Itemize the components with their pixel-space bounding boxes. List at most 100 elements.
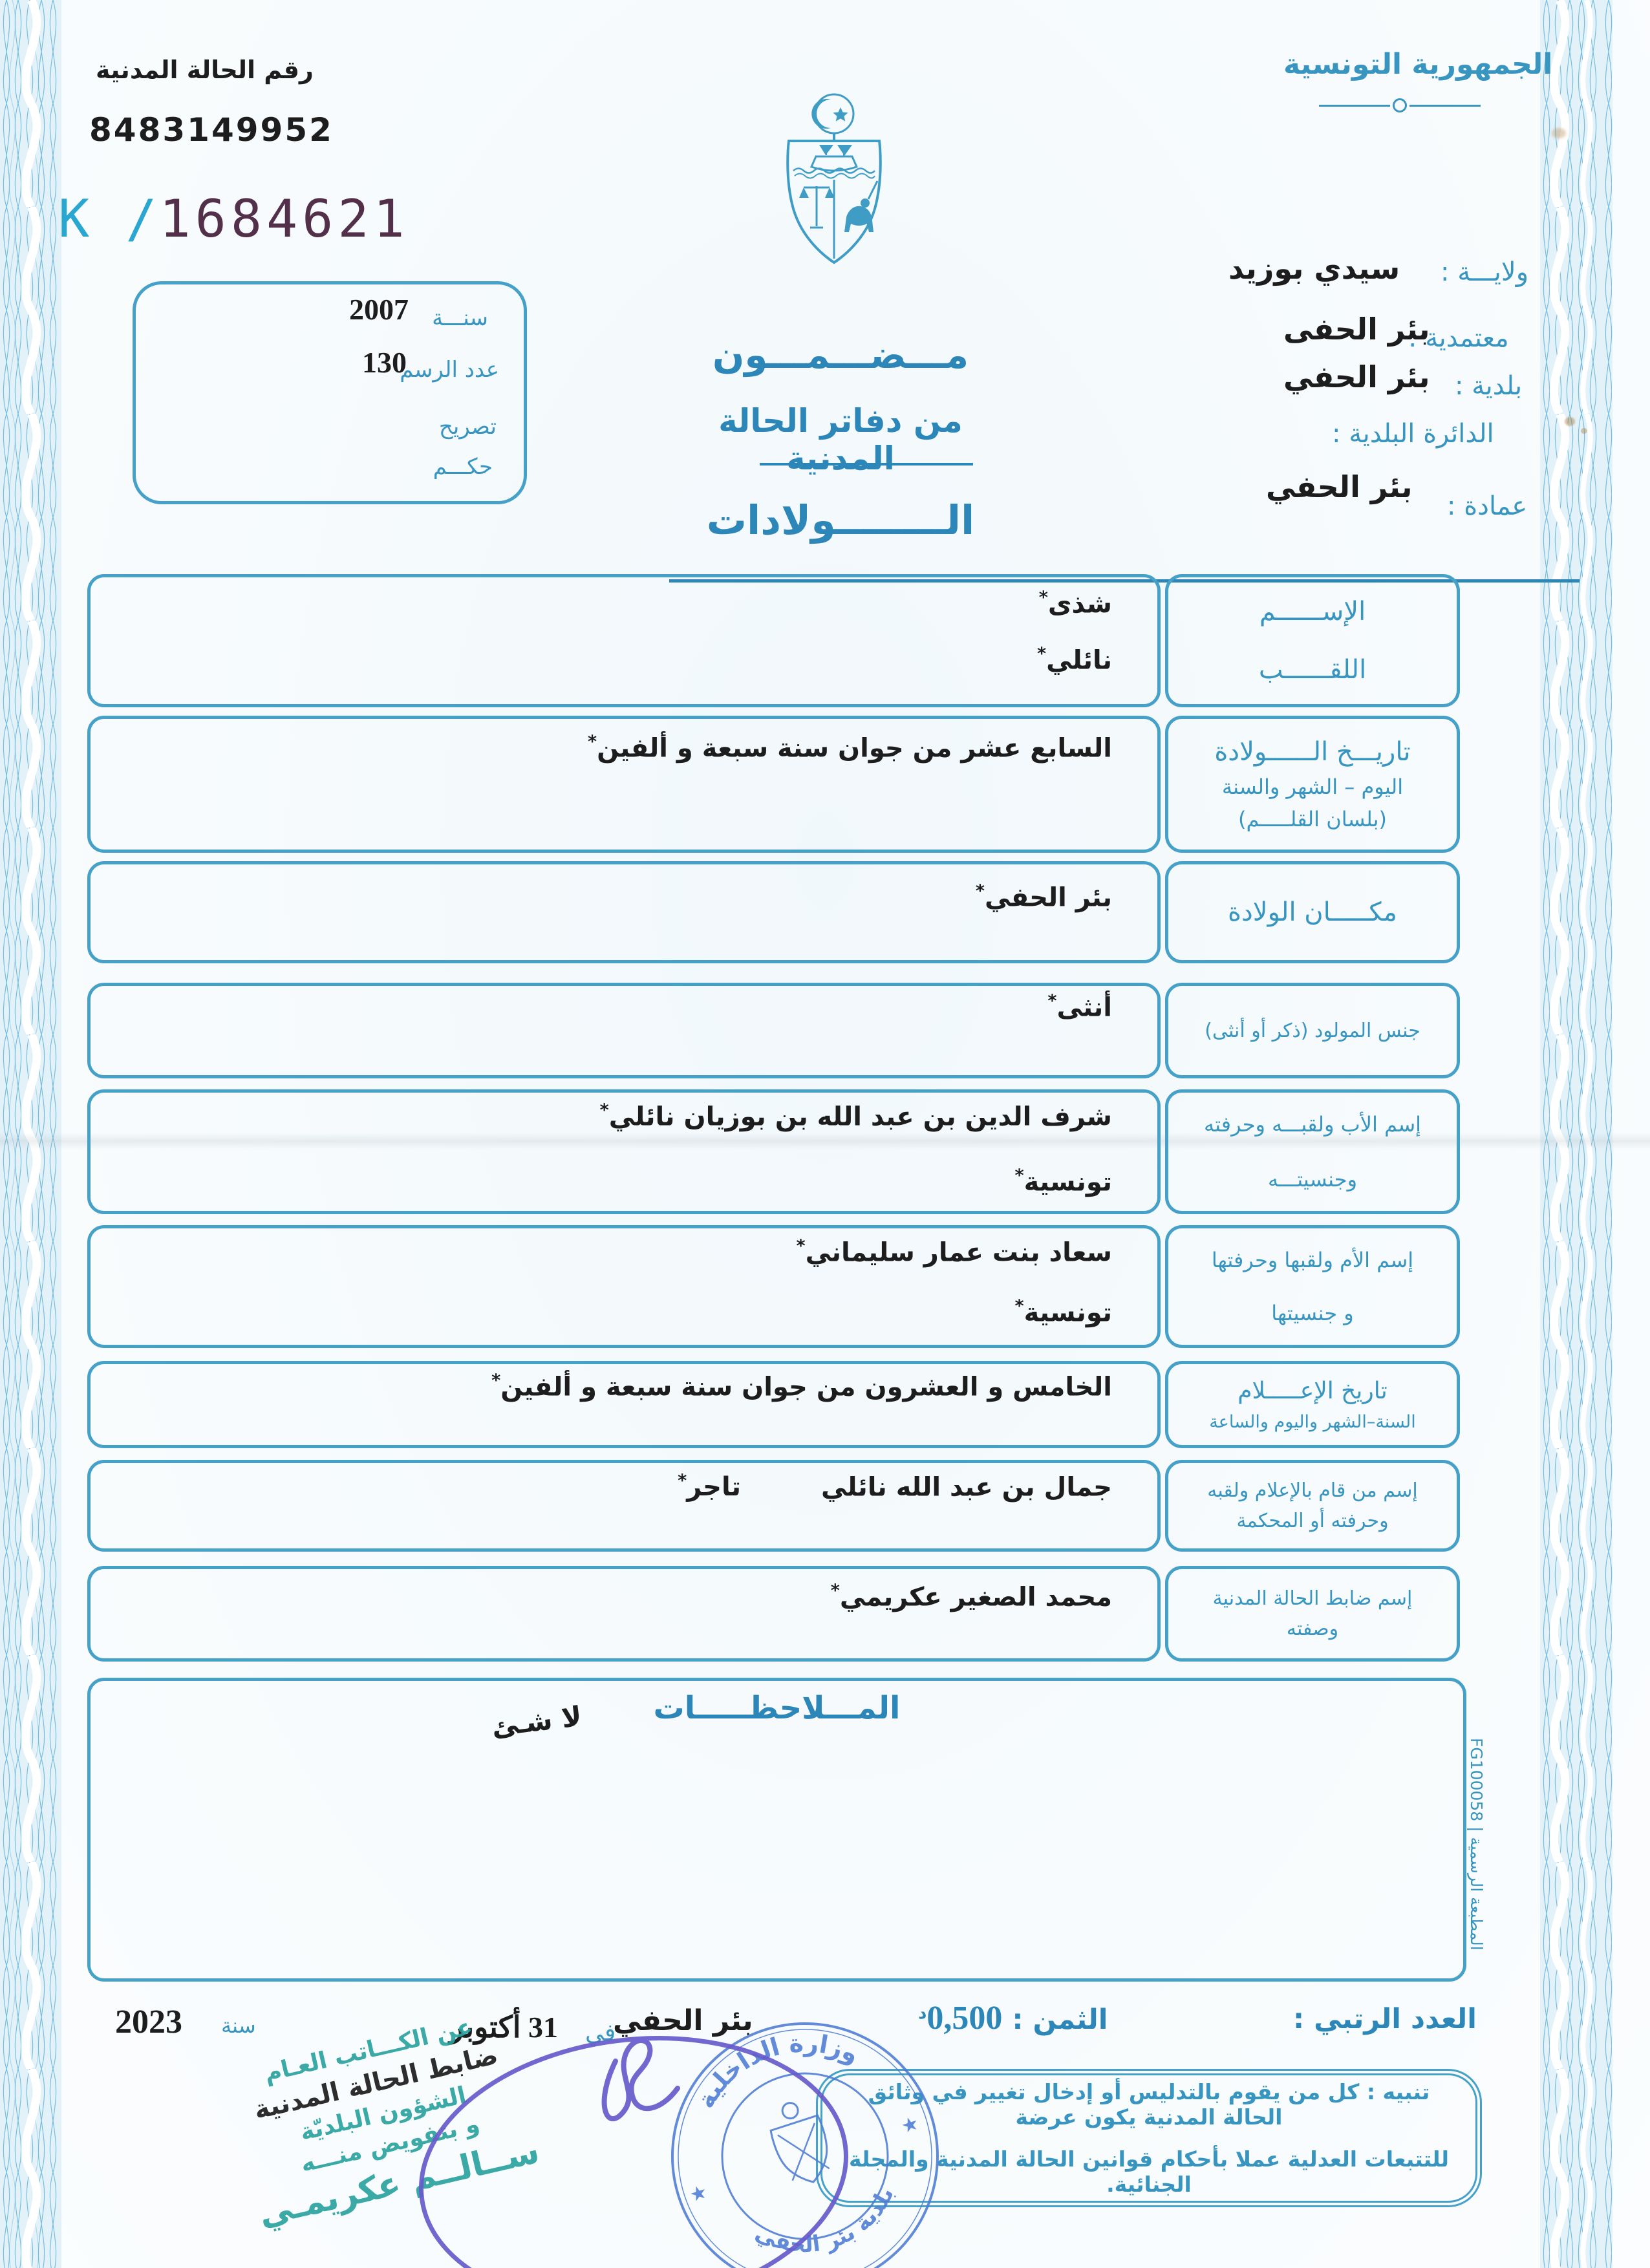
form-row-notification-date: الخامس و العشرون من جوان سنة سبعة و ألفي… (87, 1361, 1460, 1448)
declarant-value: جمال بن عبد الله نائلي تاجر* (103, 1463, 1112, 1503)
officer-label-box: إسم ضابط الحالة المدنية وصفته (1165, 1566, 1460, 1662)
municipality-round-stamp: وزارة الداخلية بلدية بئر الحفي ★ ★ (671, 2007, 939, 2268)
warning-line2: للتتبعات العدلية عملا بأحكام قوانين الحا… (848, 2146, 1449, 2197)
act-number-label: عدد الرسم (400, 357, 499, 383)
birthplace-label: مكـــــان الولادة (1228, 897, 1397, 927)
surname-label: اللقــــــب (1258, 655, 1367, 685)
act-number-value: 130 (362, 346, 407, 379)
surname-value: نائلي* (1037, 644, 1112, 676)
declarant-name: جمال بن عبد الله نائلي (820, 1472, 1112, 1503)
footer-year-value: 2023 (115, 2004, 182, 2040)
civil-number-label: رقم الحالة المدنية (96, 56, 314, 84)
scan-crease (0, 1133, 1650, 1150)
notification-date-label: تاريخ الإعـــــلام (1238, 1377, 1388, 1404)
price-line: الثمن : 0,500د (918, 1999, 1108, 2037)
asterisk-mark: * (1014, 1296, 1024, 1317)
warning-box: تنبيه : كل من يقوم بالتدليس أو إدخال تغي… (816, 2069, 1482, 2207)
divider-circle (1393, 98, 1407, 112)
asterisk-mark: * (1047, 991, 1057, 1011)
wilaya-label: ولايـــة : (1441, 257, 1529, 287)
paper-stain (1581, 428, 1587, 434)
ordinal-number-label: العدد الرتبي : (1293, 2003, 1477, 2035)
father-name-value: شرف الدين بن عبد الله بن بوزيان نائلي* (599, 1100, 1112, 1132)
document-title-line3: الــــــــولادات (706, 497, 975, 544)
warning-line1: تنبيه : كل من يقوم بالتدليس أو إدخال تغي… (868, 2079, 1430, 2130)
declaration-label: تصريح (438, 414, 497, 440)
handwritten-signature (419, 2036, 848, 2268)
notes-box: المـــلاحظـــــات لا شـئ (87, 1678, 1466, 1982)
officer-value-box: محمد الصغير عكريمي* (87, 1566, 1161, 1662)
title-underline (760, 463, 973, 465)
form-row-sex: أنثى* جنس المولود (ذكر أو أنثى) (87, 983, 1460, 1078)
birthdate-sublabel2: (بلسان القلـــــم) (1238, 807, 1388, 831)
municipality-label: بلدية : (1455, 371, 1523, 401)
mother-nationality-value: تونسية* (1014, 1296, 1112, 1328)
delegation-value: بئر الحفى (1283, 312, 1430, 347)
guilloche-left-band (0, 0, 61, 2268)
father-label: إسم الأب ولقبـــه وحرفته (1203, 1112, 1422, 1137)
divider-line (1409, 104, 1481, 107)
notification-date-value-box: الخامس و العشرون من جوان سنة سبعة و ألفي… (87, 1361, 1161, 1448)
father-nationality-label: وجنسيتـــه (1267, 1167, 1358, 1192)
asterisk-mark: * (1014, 1166, 1024, 1186)
imada-label: عمادة : (1447, 491, 1528, 521)
printer-mark: المطبعة الرسمية | FG100058 (1467, 1738, 1486, 1951)
year-value: 2007 (349, 293, 409, 326)
tunisia-coat-of-arms-icon (786, 93, 882, 264)
mother-value-box: سعاد بنت عمار سليماني* تونسية* (87, 1225, 1161, 1348)
footer-date-value: 31 أكتوبر (449, 2011, 559, 2044)
mother-label-box: إسم الأم ولقبها وحرفتها و جنسيتها (1165, 1225, 1460, 1348)
title-rule (669, 579, 1580, 583)
year-label: سنـــة (432, 305, 488, 331)
notes-title: المـــلاحظـــــات (653, 1690, 901, 1726)
municipality-value: بئر الحفي (1283, 359, 1430, 394)
birthdate-value: السابع عشر من جوان سنة سبعة و ألفين* (588, 732, 1112, 764)
guilloche-right-band (1540, 0, 1612, 2268)
mother-name-value: سعاد بنت عمار سليماني* (796, 1236, 1112, 1268)
officer-label: إسم ضابط الحالة المدنية (1212, 1587, 1413, 1610)
sex-label: جنس المولود (ذكر أو أنثى) (1205, 1019, 1420, 1042)
name-label-box: الإســــــم اللقــــــب (1165, 574, 1460, 707)
republic-divider (1319, 98, 1481, 112)
asterisk-mark: * (975, 881, 985, 901)
document-title-line1: مـــضـــمـــون (712, 333, 969, 377)
declarant-value-box: جمال بن عبد الله نائلي تاجر* (87, 1460, 1161, 1552)
father-label-box: إسم الأب ولقبـــه وحرفته وجنسيتـــه (1165, 1089, 1460, 1214)
serial-digits: 1684621 (159, 189, 409, 249)
delegation-label: معتمدية : (1408, 323, 1509, 353)
district-label: الدائرة البلدية : (1332, 419, 1494, 449)
given-name-label: الإســــــم (1259, 597, 1366, 626)
officer-value: محمد الصغير عكريمي* (830, 1581, 1112, 1612)
mother-label: إسم الأم ولقبها وحرفتها (1211, 1248, 1414, 1272)
imada-value: بئر الحفي (1266, 469, 1413, 504)
declarant-profession: تاجر (687, 1472, 742, 1503)
footer-place-value: بئر الحفي (613, 2004, 753, 2037)
price-label: الثمن : (1012, 2004, 1108, 2036)
round-stamp-star-right: ★ (898, 2112, 921, 2139)
round-stamp-emblem-icon (769, 2102, 830, 2183)
serial-prefix: K / (58, 189, 160, 249)
form-row-officer: محمد الصغير عكريمي* إسم ضابط الحالة المد… (87, 1566, 1460, 1662)
judgment-label: حكـــم (433, 454, 493, 480)
birthplace-label-box: مكـــــان الولادة (1165, 861, 1460, 963)
asterisk-mark: * (491, 1371, 501, 1391)
civil-number-value: 8483149952 (89, 111, 334, 149)
father-nationality-value: تونسية* (1014, 1166, 1112, 1197)
price-currency: د (918, 2004, 927, 2024)
form-row-mother: سعاد بنت عمار سليماني* تونسية* إسم الأم … (87, 1225, 1460, 1348)
asterisk-mark: * (599, 1100, 609, 1120)
notes-value: لا شـئ (489, 1700, 584, 1743)
asterisk-mark: * (1038, 588, 1048, 608)
father-value-box: شرف الدين بن عبد الله بن بوزيان نائلي* ت… (87, 1089, 1161, 1214)
sex-label-box: جنس المولود (ذكر أو أنثى) (1165, 983, 1460, 1078)
birthdate-label-box: تاريـــخ الــــــولادة اليوم – الشهر وال… (1165, 716, 1460, 853)
birthdate-label: تاريـــخ الــــــولادة (1214, 737, 1411, 767)
form-row-name: شذى* نائلي* الإســــــم اللقــــــب (87, 574, 1460, 707)
mother-nationality-label: و جنسيتها (1271, 1301, 1354, 1325)
declarant-sublabel: وحرفته أو المحكمة (1236, 1510, 1389, 1532)
birthplace-value-box: بئر الحفي* (87, 861, 1161, 963)
asterisk-mark: * (796, 1236, 806, 1256)
document-title-line2: من دفاتر الحالة المدنية (718, 402, 963, 477)
paper-stain (1552, 128, 1566, 138)
declarant-label-box: إسم من قام بالإعلام ولقبه وحرفته أو المح… (1165, 1460, 1460, 1552)
